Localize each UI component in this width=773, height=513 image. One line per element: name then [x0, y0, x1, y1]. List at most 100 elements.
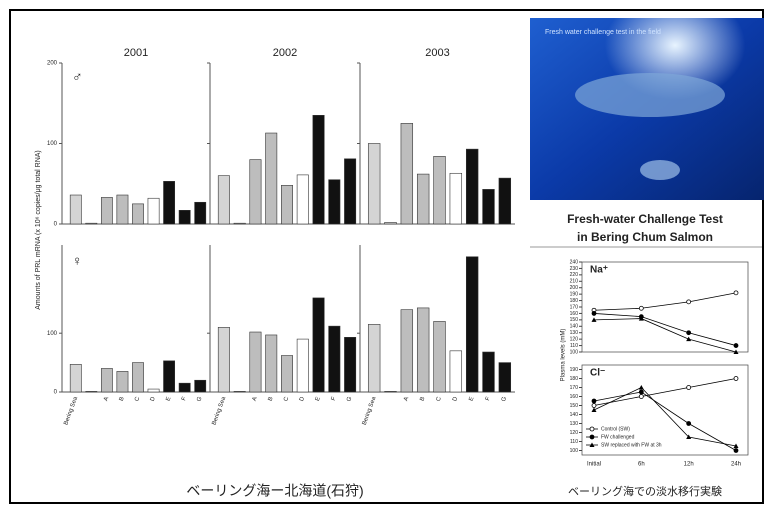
y-tick-label: 130	[570, 330, 579, 336]
y-tick-label: 120	[570, 336, 579, 342]
bar	[297, 175, 308, 224]
bar	[344, 337, 355, 392]
chart-title: Cl⁻	[590, 368, 605, 379]
bar	[466, 149, 478, 224]
y-tick-label: 200	[570, 285, 579, 291]
bar	[401, 310, 413, 392]
bar	[70, 195, 81, 224]
bar	[250, 332, 261, 392]
marker	[639, 306, 643, 310]
x-tick-label: 24h	[731, 462, 741, 468]
marker	[734, 344, 738, 348]
left-caption: ベーリング海ー北海道(石狩)	[186, 483, 363, 499]
bar	[148, 389, 159, 392]
marker	[590, 427, 594, 431]
right-caption: ベーリング海での淡水移行実験	[568, 484, 722, 498]
marker	[687, 386, 691, 390]
bar	[329, 180, 340, 224]
bar	[132, 363, 143, 392]
bar	[148, 198, 159, 224]
marker	[592, 311, 596, 315]
marker	[687, 331, 691, 335]
bar	[499, 363, 511, 392]
y-tick-label: 140	[570, 412, 579, 418]
y-tick-label: 140	[570, 324, 579, 330]
y-tick-label: 210	[570, 279, 579, 285]
bar	[385, 391, 397, 392]
bar	[179, 210, 190, 224]
marker	[639, 390, 643, 394]
slide: Fresh water challenge test in the field …	[0, 0, 773, 513]
y-tick-label: 160	[570, 311, 579, 317]
chart-title: 2003	[425, 47, 449, 59]
y-tick-label: 190	[570, 291, 579, 297]
x-tick-label: 12h	[684, 462, 694, 468]
bar	[313, 115, 324, 224]
bar	[70, 364, 81, 392]
marker	[734, 291, 738, 295]
y-tick-label: 190	[570, 367, 579, 373]
marker	[639, 395, 643, 399]
marker	[592, 404, 596, 408]
bar	[86, 391, 97, 392]
y-tick-label: 170	[570, 304, 579, 310]
bar	[101, 368, 112, 392]
chart-title: 2002	[273, 47, 297, 59]
bar	[329, 326, 340, 392]
marker	[687, 422, 691, 426]
plasma-label: Plasma levels (mM)	[561, 329, 567, 382]
marker	[592, 399, 596, 403]
bar	[344, 159, 355, 224]
bar	[434, 156, 446, 224]
bar	[266, 133, 277, 224]
bar	[117, 371, 128, 392]
y-axis-label: Amounts of PRL mRNA (x 10⁶ copies/μg tot…	[35, 150, 42, 310]
y-tick-label: 130	[570, 421, 579, 427]
marker	[687, 300, 691, 304]
chart-title: 2001	[124, 47, 148, 59]
bar	[179, 383, 190, 392]
right-title: Fresh-water Challenge Test	[567, 212, 723, 226]
bar	[266, 335, 277, 392]
bar	[218, 176, 229, 224]
legend-label: SW replaced with FW at 3h	[601, 442, 662, 448]
y-tick-label: 150	[570, 403, 579, 409]
bar	[417, 174, 429, 224]
bar	[132, 204, 143, 224]
right-title: in Bering Chum Salmon	[577, 230, 713, 244]
bar	[385, 222, 397, 224]
y-tick-label: 150	[570, 317, 579, 323]
bar	[368, 324, 380, 392]
bar	[450, 351, 462, 392]
marker	[734, 377, 738, 381]
y-tick-label: 100	[570, 349, 579, 355]
x-tick-label: Initial	[587, 462, 601, 468]
bar	[281, 185, 292, 224]
bar	[101, 197, 112, 224]
bar	[250, 160, 261, 224]
y-tick-label: 110	[570, 343, 578, 349]
y-tick-label: 240	[570, 259, 579, 265]
y-tick-label: 120	[570, 430, 579, 436]
bar	[483, 189, 495, 224]
bar	[195, 380, 206, 392]
y-tick-label: 100	[570, 448, 579, 454]
y-tick-label: 180	[570, 376, 579, 382]
legend-label: FW challenged	[601, 434, 635, 440]
y-tick-label: 100	[47, 141, 58, 147]
bar	[466, 257, 478, 392]
bar	[86, 223, 97, 224]
bar	[401, 123, 413, 224]
marker	[734, 449, 738, 453]
y-tick-label: 110	[570, 439, 578, 445]
bar	[218, 327, 229, 392]
bar	[297, 339, 308, 392]
y-tick-label: 200	[47, 61, 58, 67]
bar	[281, 356, 292, 392]
bar	[499, 178, 511, 224]
bar	[164, 361, 175, 392]
bar	[313, 298, 324, 392]
bar	[164, 181, 175, 224]
photo-caption: Fresh water challenge test in the field	[545, 29, 661, 36]
bar	[117, 195, 128, 224]
